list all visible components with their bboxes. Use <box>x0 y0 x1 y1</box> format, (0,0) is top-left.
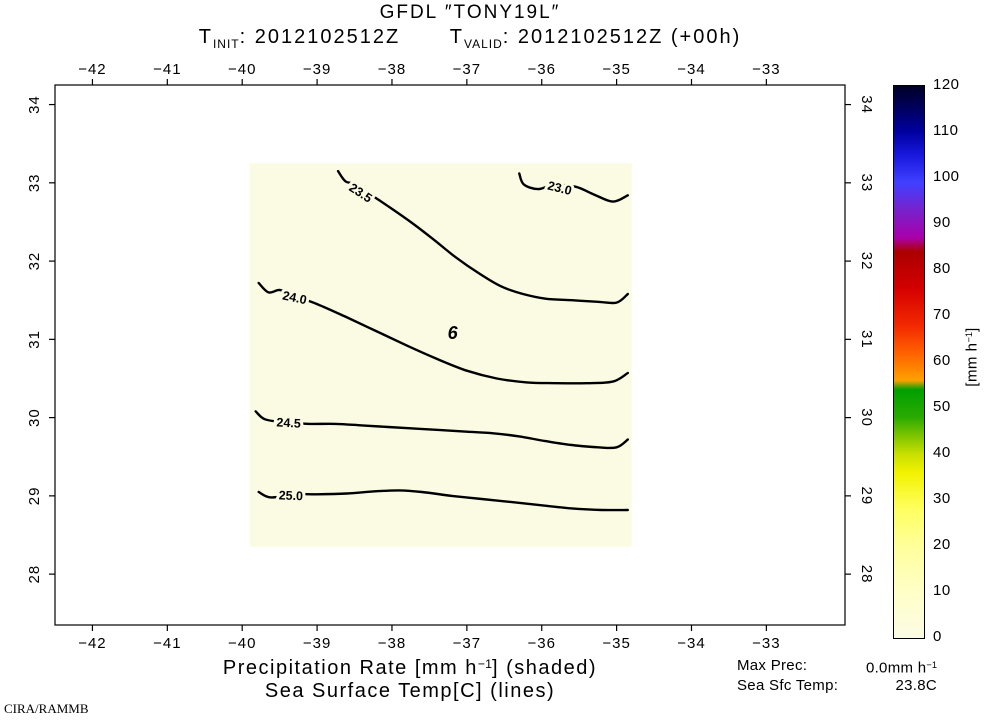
plot-caption: Precipitation Rate [mm h−1] (shaded) Sea… <box>60 653 760 703</box>
x-tick-label-bottom: −33 <box>752 635 780 652</box>
y-tick-label-right: 33 <box>858 173 875 192</box>
precip-shaded-region <box>249 163 632 547</box>
colorbar-gradient <box>893 85 925 639</box>
model-storm-title: GFDL ″TONY19L″ <box>379 2 561 23</box>
y-tick-label-left: 30 <box>26 408 43 427</box>
x-tick-label-top: −41 <box>153 61 181 78</box>
t-valid-label: TVALID: 2012102512Z (+00h) <box>449 26 742 51</box>
t-init-label: TINIT: 2012102512Z <box>198 26 401 51</box>
caption-line-precip: Precipitation Rate [mm h−1] (shaded) <box>222 657 598 680</box>
colorbar-unit-label: [mm h−1] <box>963 327 981 387</box>
x-tick-label-bottom: −34 <box>677 635 705 652</box>
sst-contour-24.0 <box>257 281 629 385</box>
x-tick-label-bottom: −42 <box>78 635 106 652</box>
max-prec-value: 0.0mm h−1 <box>865 659 937 677</box>
max-prec-label: Max Prec: <box>737 657 808 674</box>
y-tick-label-left: 34 <box>26 95 43 114</box>
y-tick-label-left: 29 <box>26 487 43 506</box>
y-tick-label-right: 32 <box>858 252 875 271</box>
plot-header: GFDL ″TONY19L″ TINIT: 2012102512Z TVALID… <box>55 2 885 51</box>
x-tick-label-bottom: −40 <box>228 635 256 652</box>
credit-label: CIRA/RAMMB <box>4 701 89 716</box>
stats-block: Max Prec: 0.0mm h−1 Sea Sfc Temp: 23.8C <box>737 657 937 694</box>
storm-symbol: 6 <box>448 323 459 343</box>
contour-label-25.0: 25.0 <box>278 488 303 503</box>
max-prec-row: Max Prec: 0.0mm h−1 <box>737 657 937 677</box>
y-tick-label-right: 30 <box>858 408 875 427</box>
x-tick-label-top: −36 <box>528 61 556 78</box>
y-tick-label-left: 33 <box>26 173 43 192</box>
x-tick-label-bottom: −38 <box>378 635 406 652</box>
contour-label-24.5: 24.5 <box>276 415 301 430</box>
sst-contour-23.0 <box>518 172 629 203</box>
y-tick-label-left: 28 <box>26 565 43 584</box>
x-tick-label-top: −39 <box>303 61 331 78</box>
x-tick-label-bottom: −35 <box>602 635 630 652</box>
x-tick-label-bottom: −41 <box>153 635 181 652</box>
sst-contour-23.5 <box>336 169 629 305</box>
y-tick-label-right: 34 <box>858 95 875 114</box>
x-tick-label-top: −38 <box>378 61 406 78</box>
caption-line-sst: Sea Surface Temp[C] (lines) <box>264 680 556 703</box>
x-tick-label-bottom: −39 <box>303 635 331 652</box>
x-tick-label-top: −40 <box>228 61 256 78</box>
sst-value: 23.8C <box>895 676 937 694</box>
plot-frame <box>54 84 846 626</box>
x-tick-label-bottom: −37 <box>453 635 481 652</box>
sst-label: Sea Sfc Temp: <box>737 676 839 694</box>
plot-title: GFDL ″TONY19L″ <box>55 2 885 24</box>
y-tick-label-left: 31 <box>26 330 43 349</box>
x-tick-label-bottom: −36 <box>528 635 556 652</box>
sst-contour-25.0 <box>257 489 629 512</box>
y-tick-label-right: 28 <box>858 565 875 584</box>
x-tick-label-top: −42 <box>78 61 106 78</box>
x-tick-label-top: −37 <box>453 61 481 78</box>
y-tick-label-left: 32 <box>26 252 43 271</box>
y-tick-label-right: 31 <box>858 330 875 349</box>
x-tick-label-top: −34 <box>677 61 705 78</box>
x-tick-label-top: −33 <box>752 61 780 78</box>
sst-row: Sea Sfc Temp: 23.8C <box>737 677 937 694</box>
plot-subtitle: TINIT: 2012102512Z TVALID: 2012102512Z (… <box>55 26 885 51</box>
sst-contour-24.5 <box>254 410 629 450</box>
y-tick-label-right: 29 <box>858 487 875 506</box>
x-tick-label-top: −35 <box>602 61 630 78</box>
